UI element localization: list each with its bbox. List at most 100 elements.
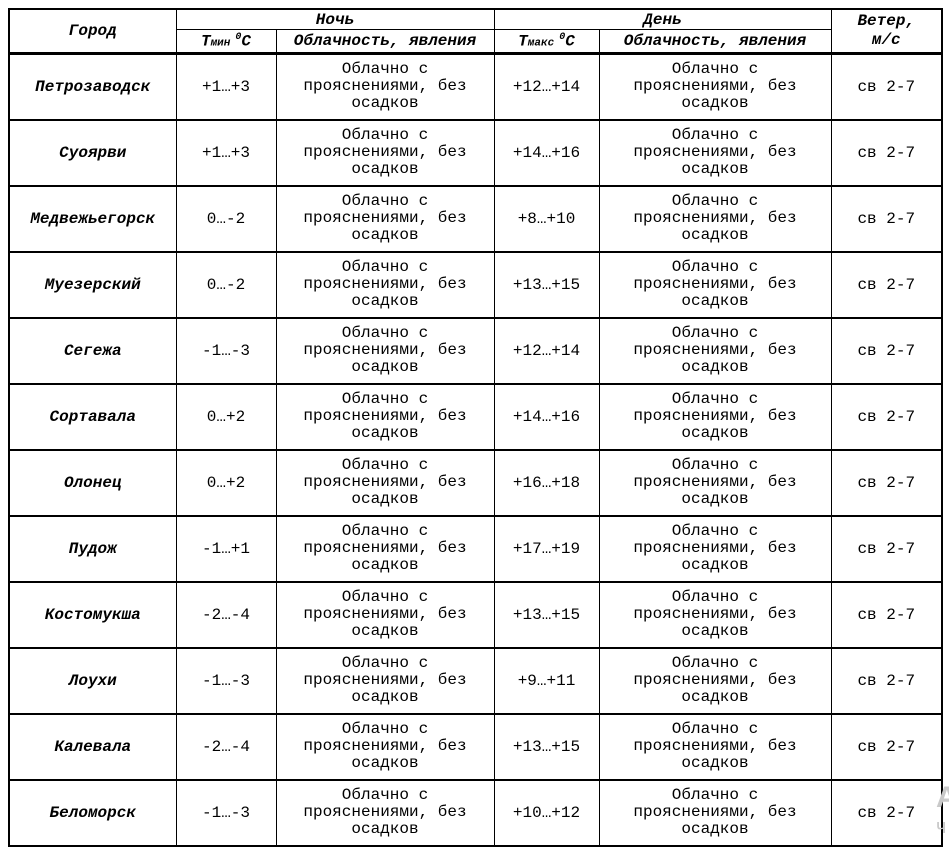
tmin-symbol: Т (200, 32, 211, 51)
col-header-city: Город (8, 8, 177, 55)
table-row: Калевала -2…-4 Облачно с прояснениями, б… (8, 712, 943, 781)
wind-value: св 2-7 (830, 382, 943, 451)
table-row: Беломорск -1…-3 Облачно с прояснениями, … (8, 778, 943, 847)
city-name: Калевала (8, 712, 177, 781)
day-cloud-text: Облачно с прояснениями, без осадков (598, 184, 832, 253)
city-name: Муезерский (8, 250, 177, 319)
day-cloud-text: Облачно с прояснениями, без осадков (598, 448, 832, 517)
tmin-value: 0…+2 (175, 448, 277, 517)
col-header-day-cloud: Облачность, явления (598, 29, 832, 55)
tmin-value: -1…-3 (175, 316, 277, 385)
tmax-value: +8…+10 (493, 184, 600, 253)
col-header-tmin: Тмин 0С (175, 29, 277, 55)
col-header-tmax: Тмакс 0С (493, 29, 600, 55)
tmin-value: 0…+2 (175, 382, 277, 451)
tmin-value: -1…+1 (175, 514, 277, 583)
wind-value: св 2-7 (830, 712, 943, 781)
celsius-symbol: С (241, 32, 252, 51)
day-cloud-text: Облачно с прояснениями, без осадков (598, 316, 832, 385)
col-header-night: Ночь (175, 8, 495, 30)
night-cloud-text: Облачно с прояснениями, без осадков (275, 712, 495, 781)
day-cloud-text: Облачно с прояснениями, без осадков (598, 118, 832, 187)
wind-value: св 2-7 (830, 778, 943, 847)
tmax-subscript: макс (527, 37, 555, 50)
tmin-value: +1…+3 (175, 118, 277, 187)
night-cloud-text: Облачно с прояснениями, без осадков (275, 778, 495, 847)
tmax-value: +14…+16 (493, 382, 600, 451)
watermark-letter-1: А (936, 781, 949, 814)
table-row: Суоярви +1…+3 Облачно с прояснениями, бе… (8, 118, 943, 187)
city-name: Медвежьегорск (8, 184, 177, 253)
tmin-value: -2…-4 (175, 580, 277, 649)
wind-value: св 2-7 (830, 646, 943, 715)
city-name: Беломорск (8, 778, 177, 847)
tmax-value: +10…+12 (493, 778, 600, 847)
night-cloud-text: Облачно с прояснениями, без осадков (275, 514, 495, 583)
degree-symbol: 0 (559, 31, 566, 43)
tmin-value: -2…-4 (175, 712, 277, 781)
tmin-value: -1…-3 (175, 646, 277, 715)
celsius-symbol: С (565, 32, 575, 51)
day-cloud-text: Облачно с прояснениями, без осадков (598, 778, 832, 847)
day-cloud-text: Облачно с прояснениями, без осадков (598, 514, 832, 583)
table-row: Сегежа -1…-3 Облачно с прояснениями, без… (8, 316, 943, 385)
table-row: Пудож -1…+1 Облачно с прояснениями, без … (8, 514, 943, 583)
tmax-value: +13…+15 (493, 250, 600, 319)
table-row: Лоухи -1…-3 Облачно с прояснениями, без … (8, 646, 943, 715)
watermark-letter-2: ч (936, 816, 947, 838)
tmin-value: 0…-2 (175, 250, 277, 319)
night-cloud-text: Облачно с прояснениями, без осадков (275, 448, 495, 517)
day-cloud-text: Облачно с прояснениями, без осадков (598, 382, 832, 451)
table-row: Сортавала 0…+2 Облачно с прояснениями, б… (8, 382, 943, 451)
city-name: Пудож (8, 514, 177, 583)
city-name: Суоярви (8, 118, 177, 187)
table-row: Муезерский 0…-2 Облачно с прояснениями, … (8, 250, 943, 319)
weather-table: Город Ночь День Ветер, м/с Тмин 0С Облачн… (8, 8, 943, 847)
wind-value: св 2-7 (830, 184, 943, 253)
table-row: Олонец 0…+2 Облачно с прояснениями, без … (8, 448, 943, 517)
day-cloud-text: Облачно с прояснениями, без осадков (598, 580, 832, 649)
tmin-value: +1…+3 (175, 52, 277, 121)
tmax-value: +13…+15 (493, 712, 600, 781)
day-cloud-text: Облачно с прояснениями, без осадков (598, 52, 832, 121)
table-row: Петрозаводск +1…+3 Облачно с прояснениям… (8, 52, 943, 121)
city-name: Олонец (8, 448, 177, 517)
night-cloud-text: Облачно с прояснениями, без осадков (275, 382, 495, 451)
city-name: Сегежа (8, 316, 177, 385)
degree-symbol: 0 (235, 31, 242, 43)
table-row: Медвежьегорск 0…-2 Облачно с прояснениям… (8, 184, 943, 253)
city-name: Петрозаводск (8, 52, 177, 121)
tmax-value: +17…+19 (493, 514, 600, 583)
wind-value: св 2-7 (830, 250, 943, 319)
tmax-value: +9…+11 (493, 646, 600, 715)
night-cloud-text: Облачно с прояснениями, без осадков (275, 52, 495, 121)
wind-value: св 2-7 (830, 580, 943, 649)
wind-value: св 2-7 (830, 514, 943, 583)
wind-value: св 2-7 (830, 316, 943, 385)
wind-value: св 2-7 (830, 52, 943, 121)
tmax-value: +14…+16 (493, 118, 600, 187)
night-cloud-text: Облачно с прояснениями, без осадков (275, 118, 495, 187)
table-row: Костомукша -2…-4 Облачно с прояснениями,… (8, 580, 943, 649)
night-cloud-text: Облачно с прояснениями, без осадков (275, 580, 495, 649)
tmax-value: +12…+14 (493, 316, 600, 385)
col-header-wind: Ветер, м/с (830, 8, 943, 55)
wind-value: св 2-7 (830, 118, 943, 187)
day-cloud-text: Облачно с прояснениями, без осадков (598, 712, 832, 781)
city-name: Лоухи (8, 646, 177, 715)
wind-value: св 2-7 (830, 448, 943, 517)
tmin-subscript: мин (210, 37, 231, 50)
header-row-sub: Тмин 0С Облачность, явления Тмакс 0С Облач… (9, 29, 942, 55)
col-header-day: День (493, 8, 832, 30)
col-header-night-cloud: Облачность, явления (275, 29, 495, 55)
city-name: Костомукша (8, 580, 177, 649)
tmax-value: +13…+15 (493, 580, 600, 649)
tmin-value: 0…-2 (175, 184, 277, 253)
header-row-groups: Город Ночь День Ветер, м/с (8, 8, 943, 55)
tmax-value: +16…+18 (493, 448, 600, 517)
tmax-value: +12…+14 (493, 52, 600, 121)
night-cloud-text: Облачно с прояснениями, без осадков (275, 184, 495, 253)
day-cloud-text: Облачно с прояснениями, без осадков (598, 250, 832, 319)
night-cloud-text: Облачно с прояснениями, без осадков (275, 646, 495, 715)
